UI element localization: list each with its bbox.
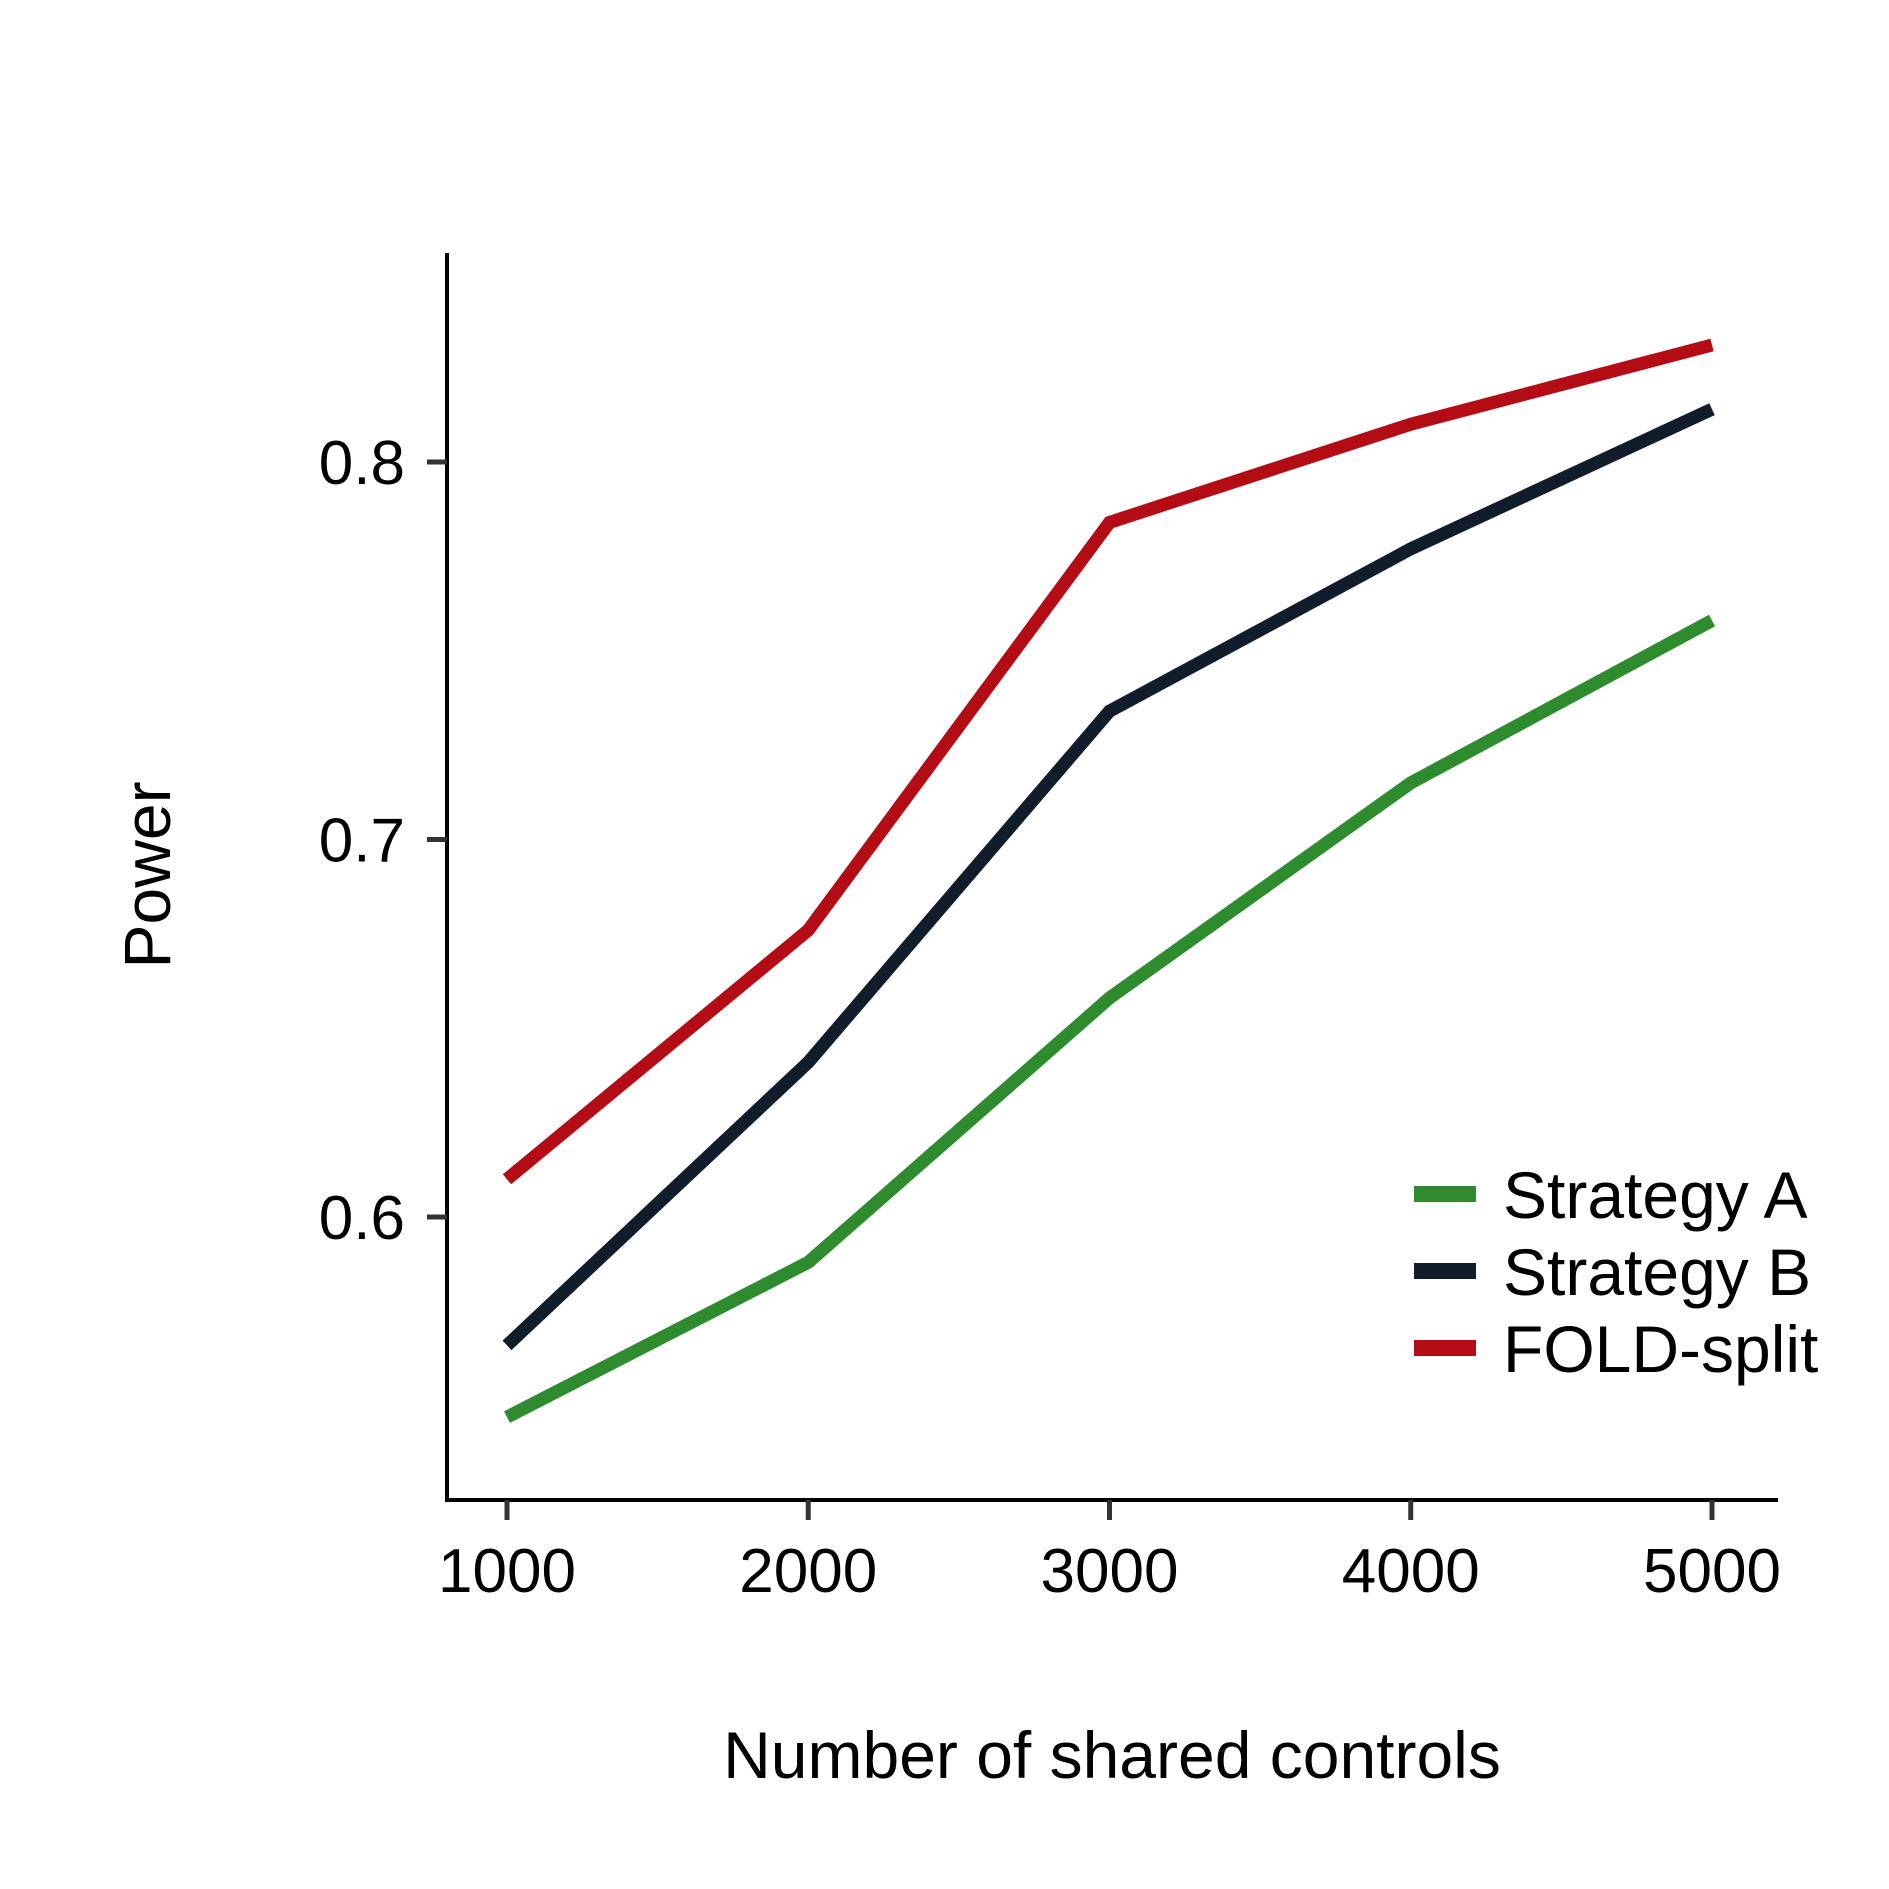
x-tick-label: 2000 (739, 1537, 877, 1606)
x-ticks: 1000 2000 3000 4000 5000 (438, 1500, 1781, 1606)
y-tick-label: 0.8 (319, 429, 405, 498)
x-tick-label: 3000 (1041, 1537, 1179, 1606)
legend-label-3: FOLD-split (1503, 1312, 1818, 1386)
legend-label-2: Strategy B (1503, 1235, 1811, 1309)
x-axis-title: Number of shared controls (723, 1718, 1501, 1792)
series-line-2 (502, 403, 1715, 1351)
legend-label-1: Strategy A (1503, 1158, 1808, 1232)
series-line-3 (502, 338, 1714, 1185)
y-axis-title: Power (110, 781, 184, 968)
series-lines (502, 338, 1716, 1423)
series-line-1 (504, 614, 1716, 1423)
x-tick-label: 5000 (1643, 1537, 1781, 1606)
y-tick-label: 0.6 (319, 1184, 405, 1253)
x-tick-label: 1000 (438, 1537, 576, 1606)
y-ticks: 0.6 0.7 0.8 (319, 429, 447, 1253)
y-tick-label: 0.7 (319, 807, 405, 876)
x-tick-label: 4000 (1342, 1537, 1480, 1606)
